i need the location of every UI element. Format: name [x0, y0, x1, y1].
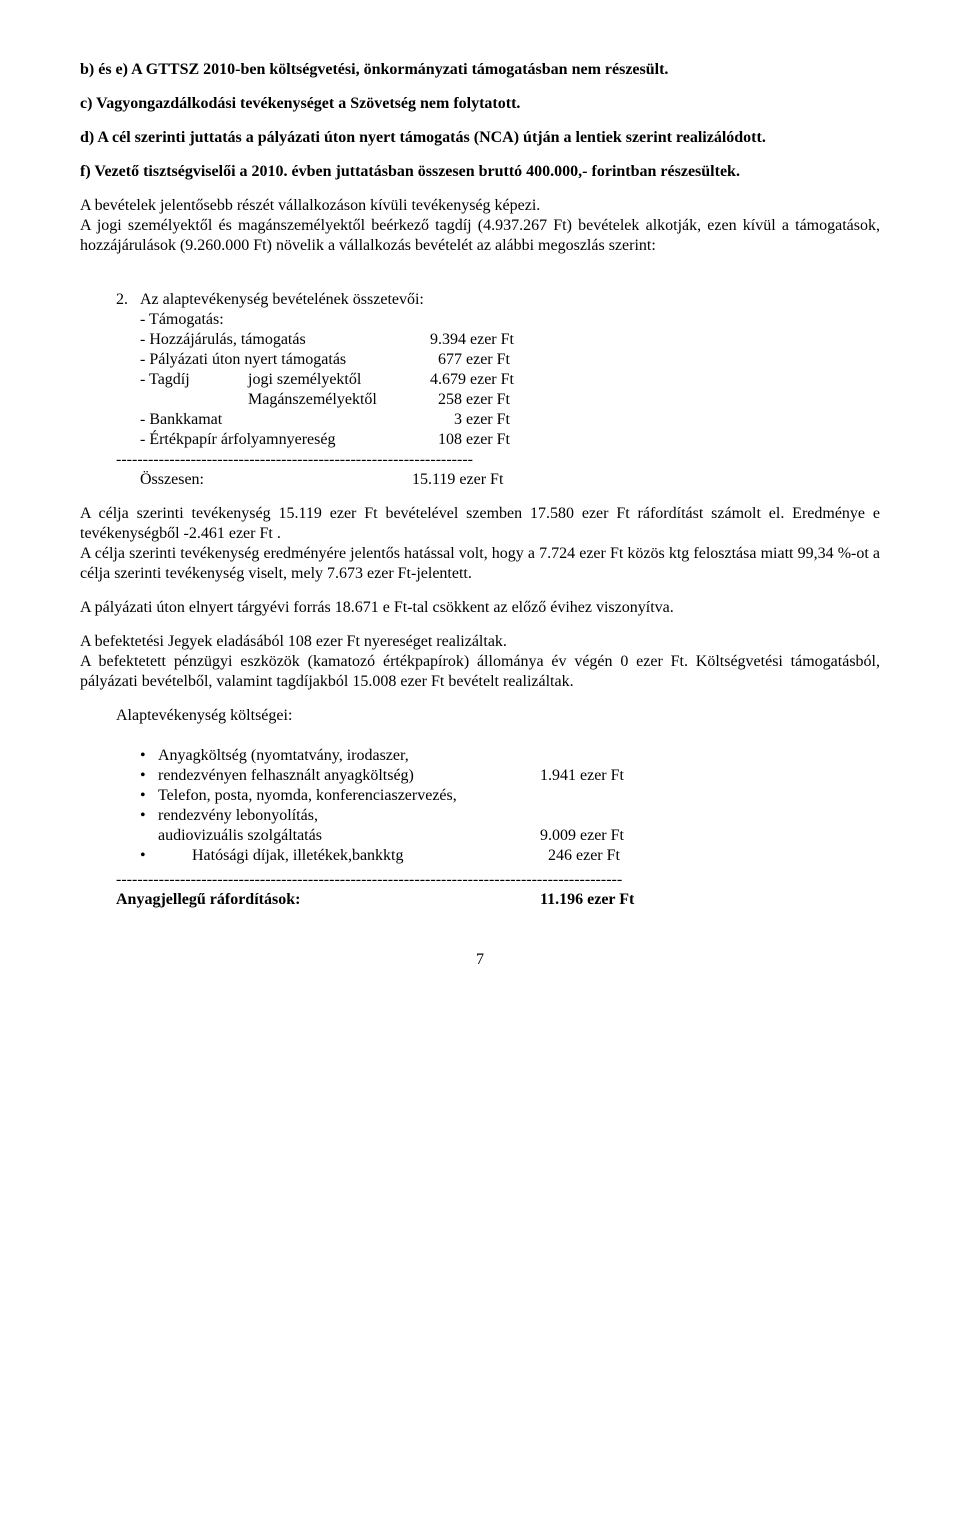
paragraph-bevetelek: A bevételek jelentősebb részét vállalkoz… — [80, 196, 880, 216]
paragraph-palyazati-forras: A pályázati úton elnyert tárgyévi forrás… — [80, 598, 880, 618]
label: Magánszemélyektől — [248, 390, 438, 410]
divider-dash-2: ----------------------------------------… — [80, 870, 880, 890]
revenue-row-magan: Magánszemélyektől 258 ezer Ft — [140, 390, 880, 410]
label: - Értékpapír árfolyamnyereség — [140, 430, 438, 450]
cost-row-hatosagi: • Hatósági díjak, illetékek,bankktg 246 … — [140, 846, 880, 866]
label: - Pályázati úton nyert támogatás — [140, 350, 438, 370]
value: 9.394 ezer Ft — [430, 330, 514, 350]
cost-list: • Anyagköltség (nyomtatvány, irodaszer, … — [80, 746, 880, 866]
total-label: Anyagjellegű ráfordítások: — [116, 890, 540, 910]
label2: jogi személyektől — [248, 370, 430, 390]
cost-row-anyag1: • Anyagköltség (nyomtatvány, irodaszer, — [140, 746, 880, 766]
list-number: 2. — [116, 290, 140, 310]
label: - Hozzájárulás, támogatás — [140, 330, 430, 350]
paragraph-f: f) Vezető tisztségviselői a 2010. évben … — [80, 162, 880, 182]
divider-dash-1: ----------------------------------------… — [80, 450, 880, 470]
value: 9.009 ezer Ft — [540, 826, 624, 846]
total-value: 15.119 ezer Ft — [412, 470, 503, 490]
value: 4.679 ezer Ft — [430, 370, 514, 390]
paragraph-befektetesi-jegyek: A befektetési Jegyek eladásából 108 ezer… — [80, 632, 880, 652]
label: rendezvény lebonyolítás, — [158, 806, 880, 826]
section-2-title: Az alaptevékenység bevételének összetevő… — [140, 290, 424, 310]
cost-row-telefon: • Telefon, posta, nyomda, konferenciasze… — [140, 786, 880, 806]
paragraph-c: c) Vagyongazdálkodási tevékenységet a Sz… — [80, 94, 880, 114]
blank-icon — [140, 826, 158, 846]
revenue-row-tamogatas: - Támogatás: — [140, 310, 880, 330]
revenue-row-ertekpapir: - Értékpapír árfolyamnyereség 108 ezer F… — [140, 430, 880, 450]
page-number: 7 — [80, 950, 880, 970]
label: rendezvényen felhasznált anyagköltség) — [158, 766, 540, 786]
paragraph-tagdij: A jogi személyektől és magánszemélyektől… — [80, 216, 880, 256]
revenue-row-hozzajarulas: - Hozzájárulás, támogatás 9.394 ezer Ft — [140, 330, 880, 350]
bullet-icon: • — [140, 786, 158, 806]
paragraph-alaptevekenyseg-koltsegei: Alaptevékenység költségei: — [80, 706, 880, 726]
value: 3 ezer Ft — [454, 410, 510, 430]
anyagjellegu-total: Anyagjellegű ráfordítások: 11.196 ezer F… — [80, 890, 880, 910]
bullet-icon: • — [140, 806, 158, 826]
bullet-icon: • — [140, 766, 158, 786]
section-2-revenue: 2. Az alaptevékenység bevételének összet… — [80, 290, 880, 450]
cost-row-audiovizualis: audiovizuális szolgáltatás 9.009 ezer Ft — [140, 826, 880, 846]
label: Hatósági díjak, illetékek,bankktg — [192, 846, 548, 866]
label: Anyagköltség (nyomtatvány, irodaszer, — [158, 746, 880, 766]
total-value: 11.196 ezer Ft — [540, 890, 634, 910]
cost-row-anyag2: • rendezvényen felhasznált anyagköltség)… — [140, 766, 880, 786]
paragraph-d: d) A cél szerinti juttatás a pályázati ú… — [80, 128, 880, 148]
paragraph-celja-szerinti: A célja szerinti tevékenység 15.119 ezer… — [80, 504, 880, 544]
value: 108 ezer Ft — [438, 430, 510, 450]
value: 677 ezer Ft — [438, 350, 510, 370]
paragraph-b-e: b) és e) A GTTSZ 2010-ben költségvetési,… — [80, 60, 880, 80]
label: Telefon, posta, nyomda, konferenciaszerv… — [158, 786, 880, 806]
paragraph-befektetett: A befektetett pénzügyi eszközök (kamatoz… — [80, 652, 880, 692]
revenue-row-palyazat: - Pályázati úton nyert támogatás 677 eze… — [140, 350, 880, 370]
label: - Bankkamat — [140, 410, 454, 430]
cost-row-rendezveny: • rendezvény lebonyolítás, — [140, 806, 880, 826]
label: - Tagdíj — [140, 370, 248, 390]
bullet-icon: • — [140, 846, 158, 866]
label: audiovizuális szolgáltatás — [158, 826, 540, 846]
revenue-total: Összesen: 15.119 ezer Ft — [80, 470, 880, 490]
revenue-row-bankkamat: - Bankkamat 3 ezer Ft — [140, 410, 880, 430]
paragraph-ktg-felosztas: A célja szerinti tevékenység eredményére… — [80, 544, 880, 584]
value: 246 ezer Ft — [548, 846, 620, 866]
value: 1.941 ezer Ft — [540, 766, 624, 786]
total-label: Összesen: — [140, 470, 412, 490]
revenue-row-tagdij-jogi: - Tagdíj jogi személyektől 4.679 ezer Ft — [140, 370, 880, 390]
value: 258 ezer Ft — [438, 390, 510, 410]
bullet-icon: • — [140, 746, 158, 766]
